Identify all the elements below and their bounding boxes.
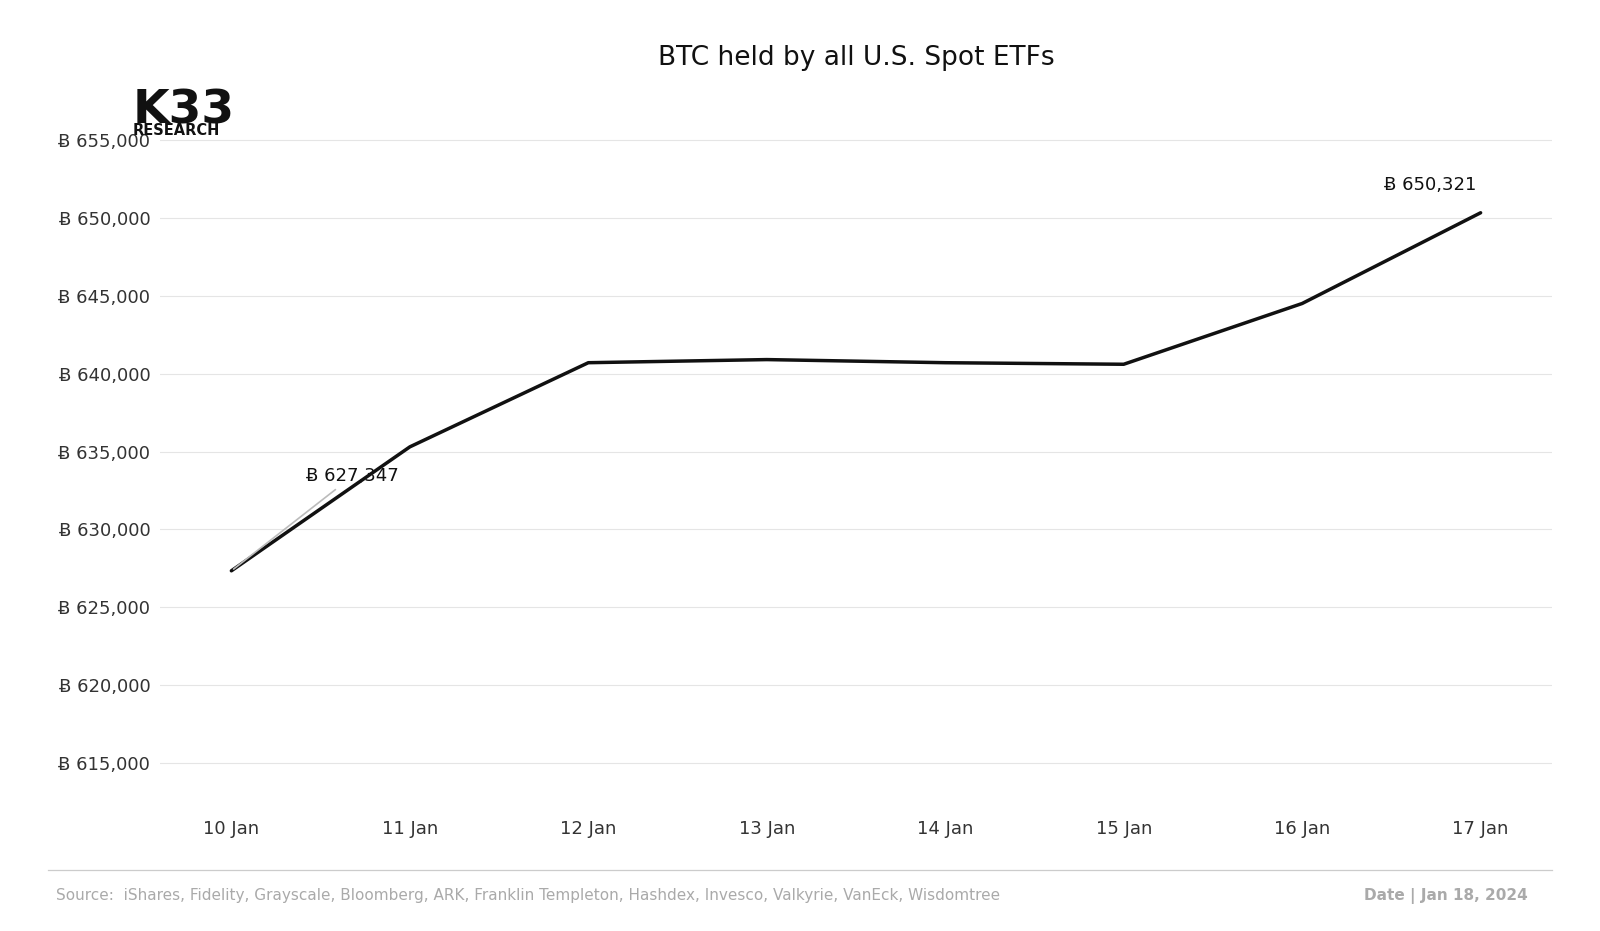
Text: Date | Jan 18, 2024: Date | Jan 18, 2024 — [1365, 887, 1528, 904]
Text: K33: K33 — [133, 88, 235, 133]
Text: RESEARCH: RESEARCH — [133, 123, 221, 138]
Text: Ƀ 650,321: Ƀ 650,321 — [1384, 176, 1477, 194]
Text: Ƀ 627,347: Ƀ 627,347 — [234, 467, 398, 569]
Text: Source:  iShares, Fidelity, Grayscale, Bloomberg, ARK, Franklin Templeton, Hashd: Source: iShares, Fidelity, Grayscale, Bl… — [56, 888, 1000, 903]
Title: BTC held by all U.S. Spot ETFs: BTC held by all U.S. Spot ETFs — [658, 46, 1054, 72]
